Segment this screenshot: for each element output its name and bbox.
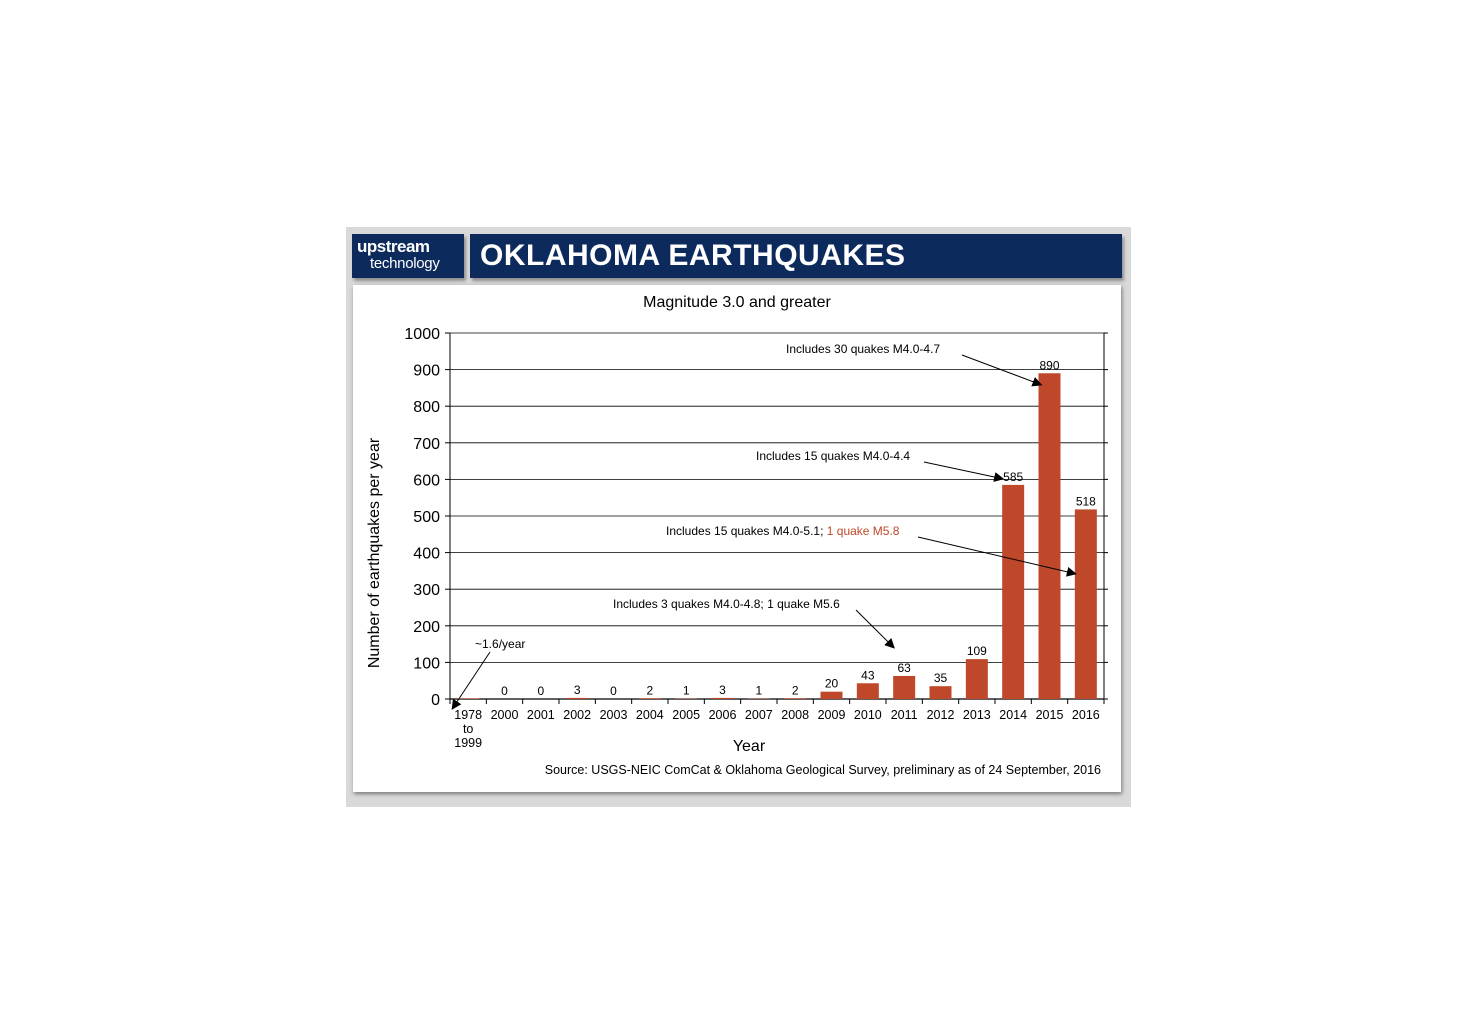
annotation-text: ~1.6/year xyxy=(475,637,525,651)
bar xyxy=(566,697,589,699)
y-tick-label: 300 xyxy=(413,582,440,599)
bar xyxy=(929,686,952,699)
bar-value-label: 2 xyxy=(646,683,653,697)
x-tick-label: 2002 xyxy=(563,708,591,722)
bar-value-label: 0 xyxy=(501,684,508,698)
page-title: OKLAHOMA EARTHQUAKES xyxy=(480,239,906,272)
annotation-arrow xyxy=(917,536,1077,577)
bar xyxy=(457,698,480,699)
annotation-part: Includes 30 quakes M4.0-4.7 xyxy=(786,342,940,356)
chart-panel: Magnitude 3.0 and greater Number of eart… xyxy=(353,285,1121,792)
chart-title: Magnitude 3.0 and greater xyxy=(643,294,831,311)
x-tick-label: 2004 xyxy=(636,708,664,722)
y-axis-label: Number of earthquakes per year xyxy=(366,437,383,668)
bar xyxy=(856,683,879,699)
source-note: Source: USGS-NEIC ComCat & Oklahoma Geol… xyxy=(545,763,1101,777)
x-tick-label: 2005 xyxy=(672,708,700,722)
y-tick-label: 500 xyxy=(413,509,440,526)
bar-value-label: 0 xyxy=(610,684,617,698)
x-tick-label: 2011 xyxy=(891,708,918,722)
bar xyxy=(711,697,734,699)
x-tick-label: 2000 xyxy=(491,708,519,722)
bar-value-label: 0 xyxy=(537,684,544,698)
grid xyxy=(445,332,1108,704)
annotation-text: Includes 15 quakes M4.0-4.4 xyxy=(756,449,910,463)
bar xyxy=(1002,484,1025,699)
brand-logo-line1: upstream xyxy=(357,237,430,256)
annotation-arrow xyxy=(923,461,1005,482)
x-tick-label: 2001 xyxy=(527,708,555,722)
x-tick-label: to xyxy=(463,722,473,736)
bar-value-label: 518 xyxy=(1076,494,1096,508)
x-tick-label: 2003 xyxy=(600,708,628,722)
bar-value-label: 109 xyxy=(967,644,987,658)
bar-chart: Magnitude 3.0 and greater Number of eart… xyxy=(366,294,1108,777)
bar-value-label: 20 xyxy=(825,677,839,691)
x-tick-label: 1978 xyxy=(454,708,482,722)
data-labels: 0 0 3 0 2 1 3 1 2 20 43 63 35 109 585 890 518 xyxy=(501,358,1096,698)
annotation-arrow xyxy=(451,651,491,710)
x-tick-label: 2007 xyxy=(745,708,773,722)
bars xyxy=(457,373,1097,699)
x-tick-label: 2016 xyxy=(1072,708,1100,722)
bar xyxy=(638,698,661,699)
bar-value-label: 2 xyxy=(792,683,799,697)
annotation-part: ~1.6/year xyxy=(475,637,525,651)
y-tick-label: 700 xyxy=(413,436,440,453)
bar xyxy=(1074,509,1097,699)
bar xyxy=(784,698,807,699)
x-tick-label: 2009 xyxy=(818,708,846,722)
annotation-part: Includes 3 quakes M4.0-4.8; 1 quake M5.6 xyxy=(613,597,840,611)
y-axis-ticks: 0 100 200 300 400 500 600 700 800 900 1000 xyxy=(404,326,440,709)
brand-logo: upstream technology xyxy=(352,234,464,278)
title-bar: OKLAHOMA EARTHQUAKES xyxy=(470,234,1122,278)
y-tick-label: 800 xyxy=(413,399,440,416)
annotation-part: Includes 15 quakes M4.0-4.4 xyxy=(756,449,910,463)
annotation-part: Includes 15 quakes M4.0-5.1; xyxy=(666,524,827,538)
x-tick-label: 1999 xyxy=(454,736,482,750)
bar xyxy=(1038,373,1061,699)
bar xyxy=(965,659,988,699)
bar-value-label: 890 xyxy=(1039,358,1059,372)
bar-value-label: 585 xyxy=(1003,470,1023,484)
bar-value-label: 63 xyxy=(897,661,911,675)
x-tick-label: 2015 xyxy=(1036,708,1064,722)
annotation-text: Includes 3 quakes M4.0-4.8; 1 quake M5.6 xyxy=(613,597,840,611)
annotation-text: Includes 15 quakes M4.0-5.1; 1 quake M5.… xyxy=(666,524,900,538)
x-tick-label: 2014 xyxy=(999,708,1027,722)
x-axis-label: Year xyxy=(733,738,766,755)
annotation-arrow xyxy=(855,609,895,649)
x-tick-label: 2012 xyxy=(927,708,955,722)
bar xyxy=(820,691,843,699)
y-tick-label: 0 xyxy=(431,692,440,709)
y-tick-label: 900 xyxy=(413,363,440,380)
y-tick-label: 100 xyxy=(413,655,440,672)
bar-value-label: 1 xyxy=(755,684,762,698)
bar-value-label: 3 xyxy=(719,683,726,697)
bar-value-label: 43 xyxy=(861,668,875,682)
x-tick-label: 2010 xyxy=(854,708,882,722)
bar-value-label: 35 xyxy=(934,671,948,685)
brand-logo-line2: technology xyxy=(370,255,440,272)
annotations: ~1.6/year Includes 3 quakes M4.0-4.8; 1 q… xyxy=(451,342,1077,710)
annotation-arrow xyxy=(961,354,1043,387)
x-tick-label: 2008 xyxy=(781,708,809,722)
annotation-highlight: 1 quake M5.8 xyxy=(827,524,900,538)
y-tick-label: 600 xyxy=(413,472,440,489)
bar-value-label: 3 xyxy=(574,683,581,697)
y-tick-label: 1000 xyxy=(404,326,440,343)
x-tick-label: 2013 xyxy=(963,708,991,722)
annotation-text: Includes 30 quakes M4.0-4.7 xyxy=(786,342,940,356)
bar xyxy=(893,675,916,699)
x-tick-label: 2006 xyxy=(709,708,737,722)
y-tick-label: 200 xyxy=(413,619,440,636)
y-tick-label: 400 xyxy=(413,546,440,563)
bar-value-label: 1 xyxy=(683,684,690,698)
